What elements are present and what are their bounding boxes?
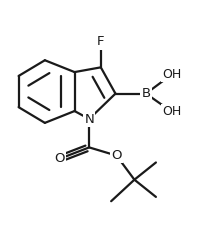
Text: B: B — [141, 87, 151, 100]
Text: O: O — [54, 152, 65, 165]
Text: OH: OH — [162, 68, 181, 81]
Text: O: O — [111, 149, 122, 162]
Text: OH: OH — [162, 105, 181, 118]
Text: F: F — [97, 35, 105, 49]
Text: N: N — [84, 113, 94, 125]
